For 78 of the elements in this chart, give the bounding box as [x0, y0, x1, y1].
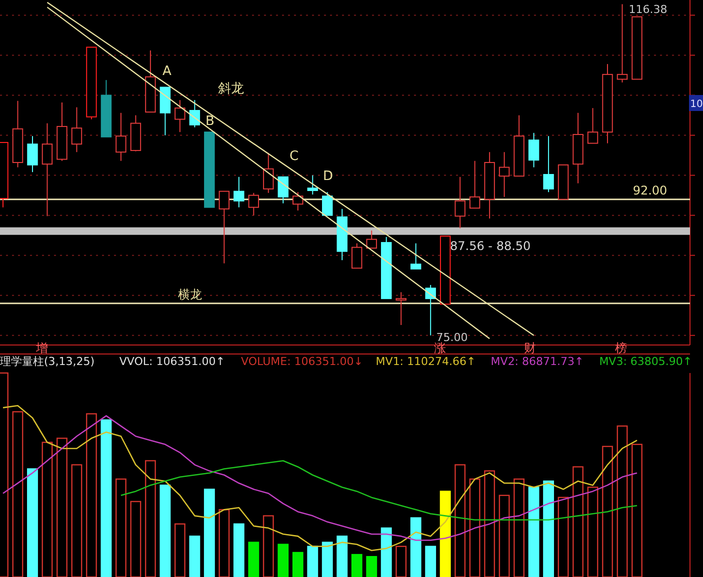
bar: [440, 490, 451, 577]
candlestick: [498, 152, 510, 198]
ref-line-label: 横龙: [178, 287, 202, 302]
text: MV1: 110274.66↑: [376, 355, 476, 368]
annotation: C: [289, 149, 299, 164]
ref-line-label: 92.00: [632, 183, 668, 198]
text: MV2: 86871.73↑: [490, 355, 584, 368]
bar: [514, 478, 525, 577]
candlestick: [336, 208, 348, 261]
bar: [56, 438, 68, 577]
band-label: 87.56 - 88.50: [450, 238, 531, 253]
bar: [100, 419, 112, 577]
bar: [602, 446, 613, 577]
bar: [174, 523, 186, 577]
bar: [204, 488, 215, 577]
text: 10: [690, 99, 703, 110]
bar: [86, 413, 97, 577]
bar: [292, 552, 304, 577]
candlestick: [27, 136, 38, 173]
bar: [425, 546, 436, 577]
bar: [558, 496, 569, 577]
bar: [366, 556, 378, 577]
candlestick: [572, 112, 584, 184]
bar: [42, 442, 53, 577]
annotation: 116.38: [628, 3, 668, 16]
bar: [115, 478, 126, 577]
candlestick: [454, 176, 466, 229]
candlestick: [528, 132, 540, 168]
chart-title: 理学量柱(3,13,25): [0, 355, 95, 368]
bar: [454, 464, 466, 577]
candlestick: [12, 100, 24, 168]
annotation: 榜: [615, 341, 627, 355]
bar: [262, 515, 274, 577]
bar: [351, 554, 362, 577]
annotation: 财: [524, 341, 536, 355]
bar: [189, 536, 200, 577]
bar: [572, 466, 584, 577]
bar: [587, 486, 598, 577]
bar: [144, 460, 156, 577]
candlestick: [396, 292, 406, 326]
annotation: D: [322, 169, 334, 184]
annotation: A: [162, 64, 172, 79]
text: VOLUME: 106351.00↓: [241, 355, 363, 368]
candlestick: [71, 106, 82, 153]
bar: [632, 444, 642, 577]
annotation: 增: [35, 341, 48, 355]
series-label: 斜龙: [218, 81, 244, 96]
bar: [498, 494, 510, 577]
bar: [12, 411, 24, 577]
text: VVOL: 106351.00↑: [119, 355, 225, 368]
bar: [130, 500, 142, 577]
bar: [396, 546, 407, 577]
bar: [543, 480, 554, 577]
text: MV3: 63805.90↑: [599, 355, 692, 368]
bar: [410, 517, 422, 577]
annotation: B: [206, 114, 214, 129]
bar: [322, 542, 333, 577]
bar: [380, 527, 392, 577]
candlestick: [602, 64, 613, 144]
bar: [27, 468, 38, 577]
annotation: 涨: [434, 341, 446, 355]
bar: [484, 470, 496, 577]
candlestick: [116, 112, 126, 162]
candlestick: [234, 176, 244, 208]
bar: [233, 523, 244, 577]
bar: [307, 546, 318, 577]
bar: [278, 544, 289, 577]
candlestick: [42, 122, 53, 217]
bar: [336, 536, 348, 577]
bar: [160, 484, 171, 577]
candlestick: [484, 152, 495, 220]
bar: [71, 464, 82, 577]
bar: [469, 478, 480, 577]
candlestick: [616, 4, 628, 83]
bar: [528, 486, 540, 577]
bar: [616, 425, 628, 577]
bar: [248, 542, 260, 577]
bar: [218, 509, 230, 577]
